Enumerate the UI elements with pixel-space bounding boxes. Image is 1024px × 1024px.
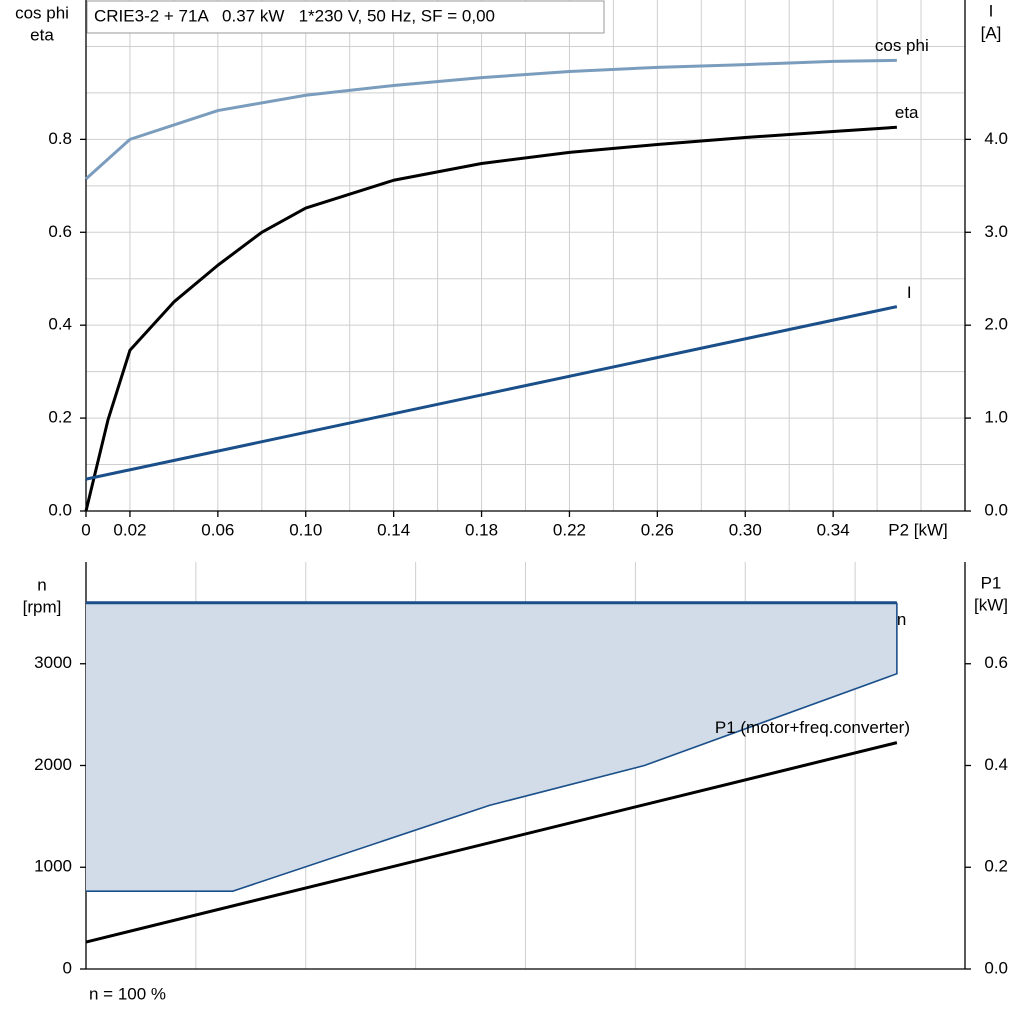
series-label: P1 (motor+freq.converter) [715,718,910,737]
chart-title: CRIE3-2 + 71A 0.37 kW 1*230 V, 50 Hz, SF… [94,6,495,25]
series-line [85,741,898,944]
x-tick-label: 0.10 [289,520,322,539]
series-label: I [907,283,912,302]
x-axis-label: P2 [kW] [888,520,948,539]
y2-tick-label: 2.0 [984,315,1008,334]
y2-axis-label: I [989,1,994,20]
x-tick-label: 0.26 [641,520,674,539]
y2-axis-label: [A] [981,23,1002,42]
y-axis-label: [rpm] [23,597,62,616]
x-tick-label: 0.34 [817,520,850,539]
y2-tick-label: 0.0 [984,958,1008,977]
y2-tick-label: 1.0 [984,408,1008,427]
series-label: cos phi [875,36,929,55]
title-box [86,0,605,34]
y-tick-label: 0.6 [48,222,72,241]
series-line [84,125,897,512]
series-label: eta [895,103,919,122]
y2-axis-label: P1 [981,573,1002,592]
y2-tick-label: 0.2 [984,857,1008,876]
y2-tick-label: 0.0 [984,500,1008,519]
y-tick-label: 0.4 [48,315,72,334]
series-line [85,305,898,481]
x-tick-label: 0.22 [553,520,586,539]
x-tick-label: 0 [81,520,90,539]
y2-tick-label: 0.4 [984,755,1008,774]
y-tick-label: 0 [63,958,72,977]
y2-axis-label: [kW] [974,595,1008,614]
y-tick-label: 1000 [34,857,72,876]
x-tick-label: 0.18 [465,520,498,539]
y-axis-label: eta [30,25,54,44]
y-axis-label: cos phi [15,3,69,22]
y-tick-label: 3000 [34,653,72,672]
y2-tick-label: 4.0 [984,129,1008,148]
y-tick-label: 0.2 [48,408,72,427]
y2-tick-label: 3.0 [984,222,1008,241]
x-tick-label: 0.06 [201,520,234,539]
x-tick-label: 0.02 [113,520,146,539]
y-tick-label: 2000 [34,755,72,774]
y2-tick-label: 0.6 [984,653,1008,672]
series-label: n [897,610,906,629]
y-tick-label: 0.8 [48,129,72,148]
x-tick-label: 0.14 [377,520,410,539]
range-area [86,602,897,892]
series-line [84,58,897,180]
y-tick-label: 0.0 [48,500,72,519]
note: n = 100 % [89,984,166,1003]
range-edge [86,602,898,892]
x-tick-label: 0.30 [729,520,762,539]
y-axis-label: n [37,575,46,594]
